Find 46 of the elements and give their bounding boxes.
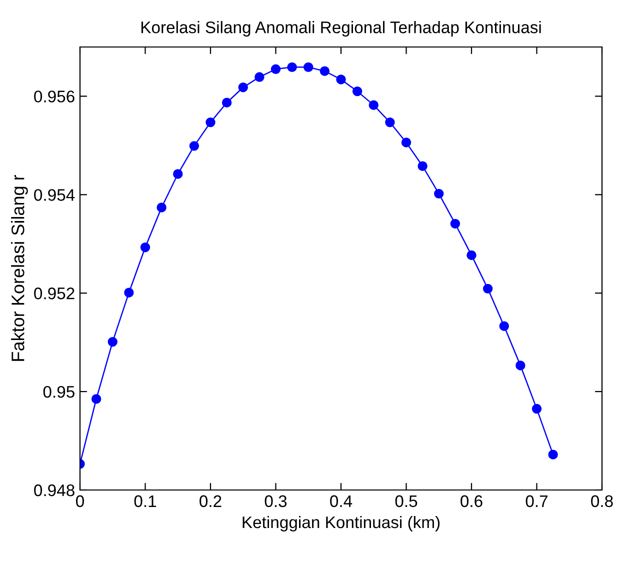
point	[368, 100, 378, 110]
point	[222, 98, 232, 108]
x-tick-label: 0.4	[330, 495, 352, 508]
point	[418, 161, 428, 171]
point	[466, 250, 476, 260]
point	[482, 284, 493, 294]
point	[499, 321, 509, 331]
point	[532, 404, 542, 414]
y-tick-label: 0.954	[34, 189, 75, 201]
y-tick-label: 0.952	[34, 288, 74, 300]
point	[124, 288, 134, 298]
point	[336, 74, 346, 84]
x-tick-label: 0.3	[264, 495, 287, 508]
x-axis-title: Ketinggian Kontinuasi (km)	[242, 516, 440, 532]
point	[270, 64, 281, 74]
x-tick-label: 0.6	[460, 495, 482, 508]
point	[238, 82, 248, 92]
point	[434, 188, 444, 199]
x-tick-label: 0.7	[526, 495, 548, 508]
point	[189, 141, 200, 151]
point	[108, 336, 118, 347]
x-tick-label: 0.1	[134, 495, 156, 508]
point	[450, 218, 460, 229]
y-tick-label: 0.948	[34, 484, 74, 496]
y-tick-label: 0.95	[43, 386, 74, 398]
point	[516, 360, 526, 370]
point	[320, 66, 330, 76]
point	[287, 62, 297, 72]
x-tick-label: 0	[76, 495, 84, 508]
point	[140, 242, 150, 252]
point	[548, 450, 558, 460]
point	[156, 202, 166, 212]
chart-title: Korelasi Silang Anomali Regional Terhadap Kontinuasi	[141, 21, 541, 37]
x-tick-label: 0.8	[591, 495, 613, 508]
x-tick-label: 0.2	[200, 495, 222, 508]
point	[173, 169, 183, 179]
point	[206, 117, 216, 128]
x-tick-label: 0.5	[395, 495, 418, 508]
point	[254, 72, 264, 82]
point	[91, 394, 102, 404]
point	[401, 138, 412, 148]
y-tick-label: 0.956	[34, 90, 74, 102]
point	[385, 117, 395, 128]
y-axis-title: Faktor Korelasi Silang r	[11, 174, 28, 361]
point	[352, 86, 362, 96]
point	[304, 62, 314, 72]
